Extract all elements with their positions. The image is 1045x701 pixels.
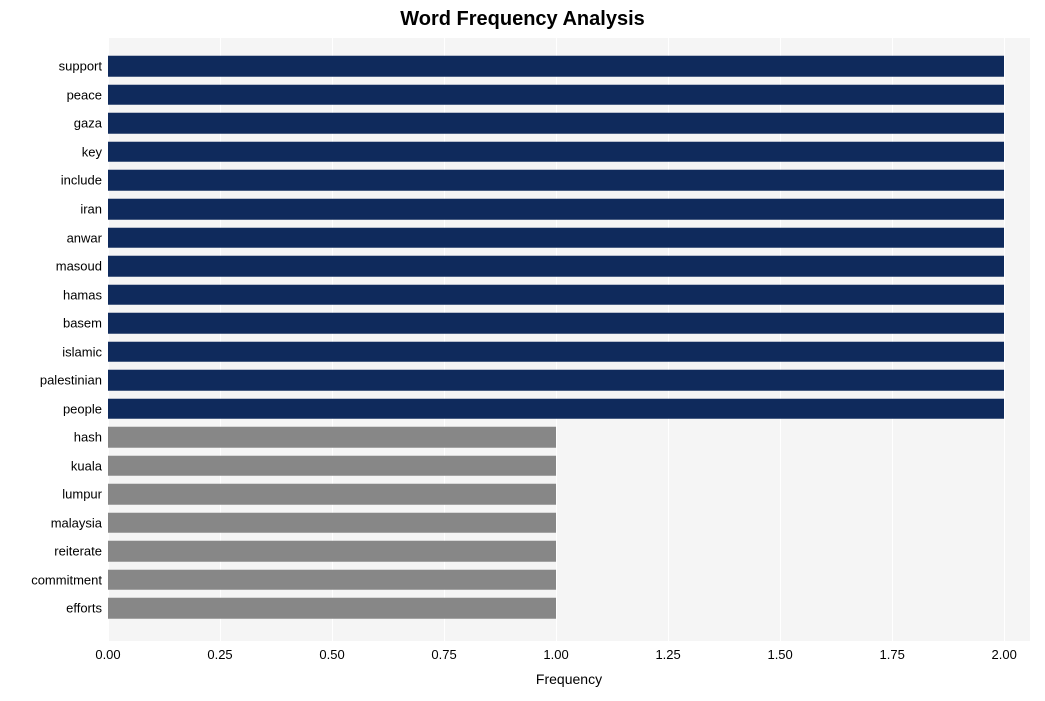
- chart-container: Word Frequency Analysis supportpeacegaza…: [0, 0, 1045, 701]
- bar: [108, 199, 1004, 220]
- y-tick-label: key: [82, 144, 108, 159]
- y-tick-label: include: [61, 173, 108, 188]
- y-tick-label: iran: [80, 201, 108, 216]
- bar: [108, 370, 1004, 391]
- y-tick-label: people: [63, 401, 108, 416]
- y-tick-label: commitment: [31, 572, 108, 587]
- y-tick-label: efforts: [66, 601, 108, 616]
- chart-title: Word Frequency Analysis: [0, 8, 1045, 31]
- x-tick-label: 0.25: [207, 647, 232, 662]
- bar: [108, 170, 1004, 191]
- bar: [108, 256, 1004, 277]
- x-tick-label: 1.75: [880, 647, 905, 662]
- bar: [108, 456, 556, 477]
- y-tick-label: support: [59, 59, 108, 74]
- bar: [108, 427, 556, 448]
- bars-layer: supportpeacegazakeyincludeirananwarmasou…: [108, 38, 1030, 641]
- y-tick-label: basem: [63, 316, 108, 331]
- bar: [108, 513, 556, 534]
- x-tick-label: 0.50: [319, 647, 344, 662]
- y-tick-label: hash: [74, 430, 108, 445]
- bar: [108, 284, 1004, 305]
- bar: [108, 227, 1004, 248]
- bar: [108, 341, 1004, 362]
- bar: [108, 56, 1004, 77]
- bar: [108, 541, 556, 562]
- x-tick-label: 2.00: [992, 647, 1017, 662]
- bar: [108, 570, 556, 591]
- bar: [108, 313, 1004, 334]
- bar: [108, 484, 556, 505]
- x-tick-label: 1.00: [543, 647, 568, 662]
- y-tick-label: kuala: [71, 458, 108, 473]
- y-tick-label: gaza: [74, 116, 108, 131]
- bar: [108, 398, 1004, 419]
- x-tick-label: 0.00: [95, 647, 120, 662]
- x-tick-label: 1.50: [767, 647, 792, 662]
- bar: [108, 142, 1004, 163]
- y-tick-label: masoud: [56, 259, 108, 274]
- plot-area: supportpeacegazakeyincludeirananwarmasou…: [108, 38, 1030, 641]
- y-tick-label: palestinian: [40, 373, 108, 388]
- y-tick-label: lumpur: [62, 487, 108, 502]
- y-tick-label: peace: [67, 87, 108, 102]
- y-tick-label: islamic: [62, 344, 108, 359]
- bar: [108, 85, 1004, 106]
- x-tick-label: 0.75: [431, 647, 456, 662]
- y-tick-label: reiterate: [54, 544, 108, 559]
- bar: [108, 598, 556, 619]
- x-axis-title: Frequency: [536, 671, 602, 687]
- y-tick-label: malaysia: [51, 515, 108, 530]
- y-tick-label: hamas: [63, 287, 108, 302]
- x-tick-label: 1.25: [655, 647, 680, 662]
- y-tick-label: anwar: [67, 230, 108, 245]
- bar: [108, 113, 1004, 134]
